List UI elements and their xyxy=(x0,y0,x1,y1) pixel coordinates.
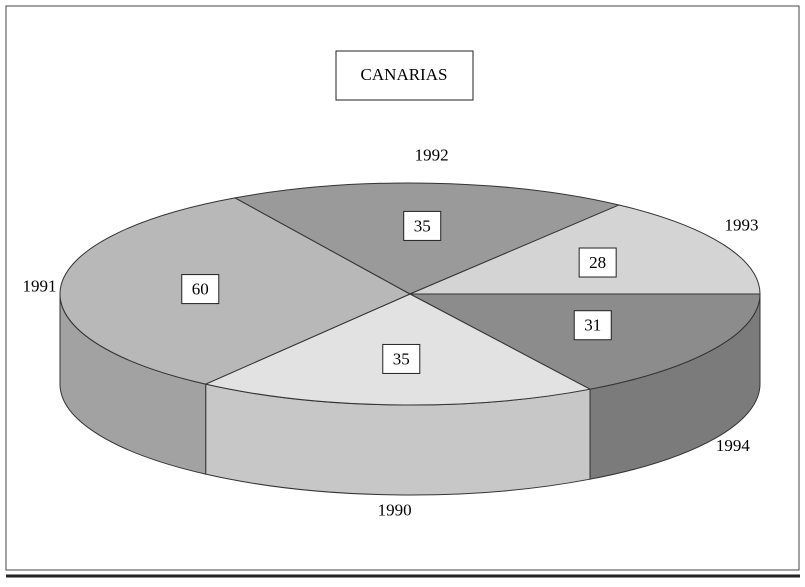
value-label-box xyxy=(403,210,442,241)
value-label-box xyxy=(181,274,220,305)
value-label: 31 xyxy=(584,316,601,335)
category-label: 1994 xyxy=(716,436,751,455)
slice xyxy=(409,293,761,390)
value-label-box xyxy=(573,310,612,341)
category-label: 1991 xyxy=(22,277,56,296)
value-label: 60 xyxy=(192,280,209,299)
value-label: 35 xyxy=(414,216,431,235)
value-label: 28 xyxy=(589,253,606,272)
value-label-box xyxy=(578,247,617,278)
category-label: 1992 xyxy=(415,145,449,164)
title-box xyxy=(335,50,474,101)
category-label: 1993 xyxy=(725,216,759,235)
value-label-box xyxy=(382,343,421,374)
value-label: 35 xyxy=(393,349,410,368)
slice xyxy=(59,197,412,385)
chart-title: CANARIAS xyxy=(361,65,448,84)
category-label: 1990 xyxy=(378,500,412,519)
